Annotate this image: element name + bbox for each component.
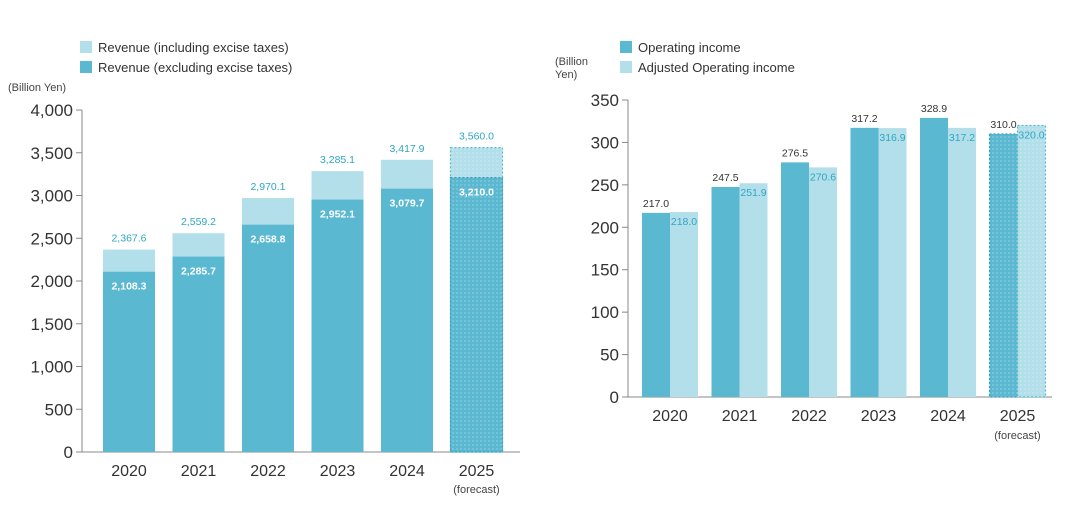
legend-label-operating-income: Operating income: [638, 39, 741, 55]
bar-operating-income: [711, 186, 740, 397]
x-category-label: 2020: [111, 463, 147, 480]
legend-item-adjusted-operating-income: Adjusted Operating income: [620, 57, 795, 77]
bar-adjusted-operating-income: [1016, 124, 1047, 398]
data-label-revenue-excl: 2,658.8: [250, 234, 285, 246]
data-label-operating-income: 328.9: [921, 103, 947, 115]
x-category-sublabel: (forecast): [453, 484, 499, 496]
y-tick-label: 350: [591, 91, 619, 110]
y-tick-label: 3,500: [30, 144, 73, 163]
data-label-revenue-excl: 2,952.1: [320, 209, 355, 221]
bar-revenue-excl: [381, 188, 433, 452]
data-label-revenue-excl: 2,285.7: [181, 266, 216, 278]
data-label-adjusted-operating-income: 218.0: [671, 216, 697, 228]
x-category-label: 2023: [861, 408, 897, 425]
x-category-label: 2022: [250, 463, 286, 480]
y-tick-label: 250: [591, 176, 619, 195]
y-tick-label: 150: [591, 261, 619, 280]
x-category-label: 2025: [459, 463, 495, 480]
x-category-label: 2024: [930, 408, 966, 425]
bar-revenue-excl: [449, 176, 504, 453]
operating-income-unit-label: (Billion Yen): [555, 56, 588, 82]
x-category-sublabel: (forecast): [994, 430, 1040, 442]
data-label-revenue-incl: 2,367.6: [111, 233, 146, 245]
legend-item-revenue-excl: Revenue (excluding excise taxes): [80, 57, 292, 77]
y-tick-label: 0: [64, 443, 73, 462]
data-label-operating-income: 310.0: [990, 119, 1016, 131]
x-category-label: 2022: [791, 408, 827, 425]
operating-income-chart-panel: Operating income Adjusted Operating inco…: [540, 0, 1080, 520]
bar-operating-income: [781, 162, 809, 397]
bar-operating-income: [850, 127, 879, 398]
bar-revenue-excl: [103, 271, 155, 452]
data-label-operating-income: 247.5: [712, 172, 738, 184]
bar-adjusted-operating-income: [878, 128, 907, 397]
legend-label-adjusted-operating-income: Adjusted Operating income: [638, 59, 795, 75]
y-tick-label: 4,000: [30, 101, 73, 120]
data-label-adjusted-operating-income: 316.9: [879, 132, 905, 144]
bar-adjusted-operating-income: [948, 127, 976, 398]
revenue-legend: Revenue (including excise taxes) Revenue…: [80, 37, 292, 77]
legend-label-revenue-incl: Revenue (including excise taxes): [98, 39, 289, 55]
data-label-adjusted-operating-income: 317.2: [949, 132, 975, 144]
y-tick-label: 3,000: [30, 187, 73, 206]
bar-operating-income: [642, 212, 670, 397]
data-label-adjusted-operating-income: 270.6: [810, 171, 836, 183]
revenue-chart-svg: 0 500 1,000 1,500 2,000 2,500 3,000 3,500 4,000 2…: [30, 101, 520, 496]
bar-revenue-excl: [242, 224, 294, 452]
unit-label-line1: (Billion: [555, 56, 589, 68]
data-label-adjusted-operating-income: 251.9: [740, 187, 766, 199]
data-label-revenue-incl: 3,417.9: [389, 143, 424, 155]
data-label-operating-income: 217.0: [643, 198, 669, 210]
data-label-operating-income: 317.2: [851, 113, 877, 125]
x-category-label: 2020: [652, 408, 688, 425]
x-category-label: 2024: [389, 463, 425, 480]
bar-adjusted-operating-income: [809, 167, 837, 397]
y-tick-label: 1,000: [30, 358, 73, 377]
bar-operating-income: [920, 117, 948, 398]
y-tick-label: 500: [45, 400, 73, 419]
data-label-revenue-incl: 2,970.1: [250, 181, 285, 193]
bar-adjusted-operating-income: [739, 183, 768, 397]
bar-adjusted-operating-income: [670, 212, 698, 397]
data-label-revenue-excl: 3,210.0: [459, 187, 494, 199]
data-label-revenue-excl: 2,108.3: [111, 281, 146, 293]
bar-operating-income: [988, 133, 1019, 398]
bar-revenue-excl: [311, 199, 364, 452]
operating-income-legend: Operating income Adjusted Operating inco…: [620, 37, 795, 77]
legend-swatch-light: [80, 41, 92, 53]
legend-swatch-dark: [620, 41, 632, 53]
revenue-chart-panel: Revenue (including excise taxes) Revenue…: [8, 37, 520, 496]
data-label-revenue-excl: 3,079.7: [389, 198, 424, 210]
y-tick-label: 2,500: [30, 229, 73, 248]
y-tick-label: 1,500: [30, 315, 73, 334]
y-tick-label: 100: [591, 303, 619, 322]
data-label-adjusted-operating-income: 320.0: [1018, 129, 1044, 141]
legend-item-operating-income: Operating income: [620, 37, 795, 57]
x-category-label: 2023: [320, 463, 356, 480]
y-tick-label: 300: [591, 133, 619, 152]
legend-label-revenue-excl: Revenue (excluding excise taxes): [98, 59, 293, 75]
bar-revenue-excl: [172, 256, 225, 452]
legend-item-revenue-incl: Revenue (including excise taxes): [80, 37, 292, 57]
y-tick-label: 0: [610, 388, 619, 407]
data-label-revenue-incl: 3,285.1: [320, 154, 355, 166]
data-label-operating-income: 276.5: [782, 147, 808, 159]
x-category-label: 2025: [1000, 408, 1036, 425]
x-category-label: 2021: [181, 463, 217, 480]
data-label-revenue-incl: 2,559.2: [181, 216, 216, 228]
data-label-revenue-incl: 3,560.0: [459, 131, 494, 143]
legend-swatch-dark: [80, 61, 92, 73]
y-tick-label: 200: [591, 218, 619, 237]
x-category-label: 2021: [722, 408, 758, 425]
y-tick-label: 50: [600, 346, 619, 365]
y-tick-label: 2,000: [30, 272, 73, 291]
legend-swatch-light: [620, 61, 632, 73]
revenue-unit-label: (Billion Yen): [8, 82, 67, 94]
unit-label-line2: Yen): [555, 69, 578, 81]
